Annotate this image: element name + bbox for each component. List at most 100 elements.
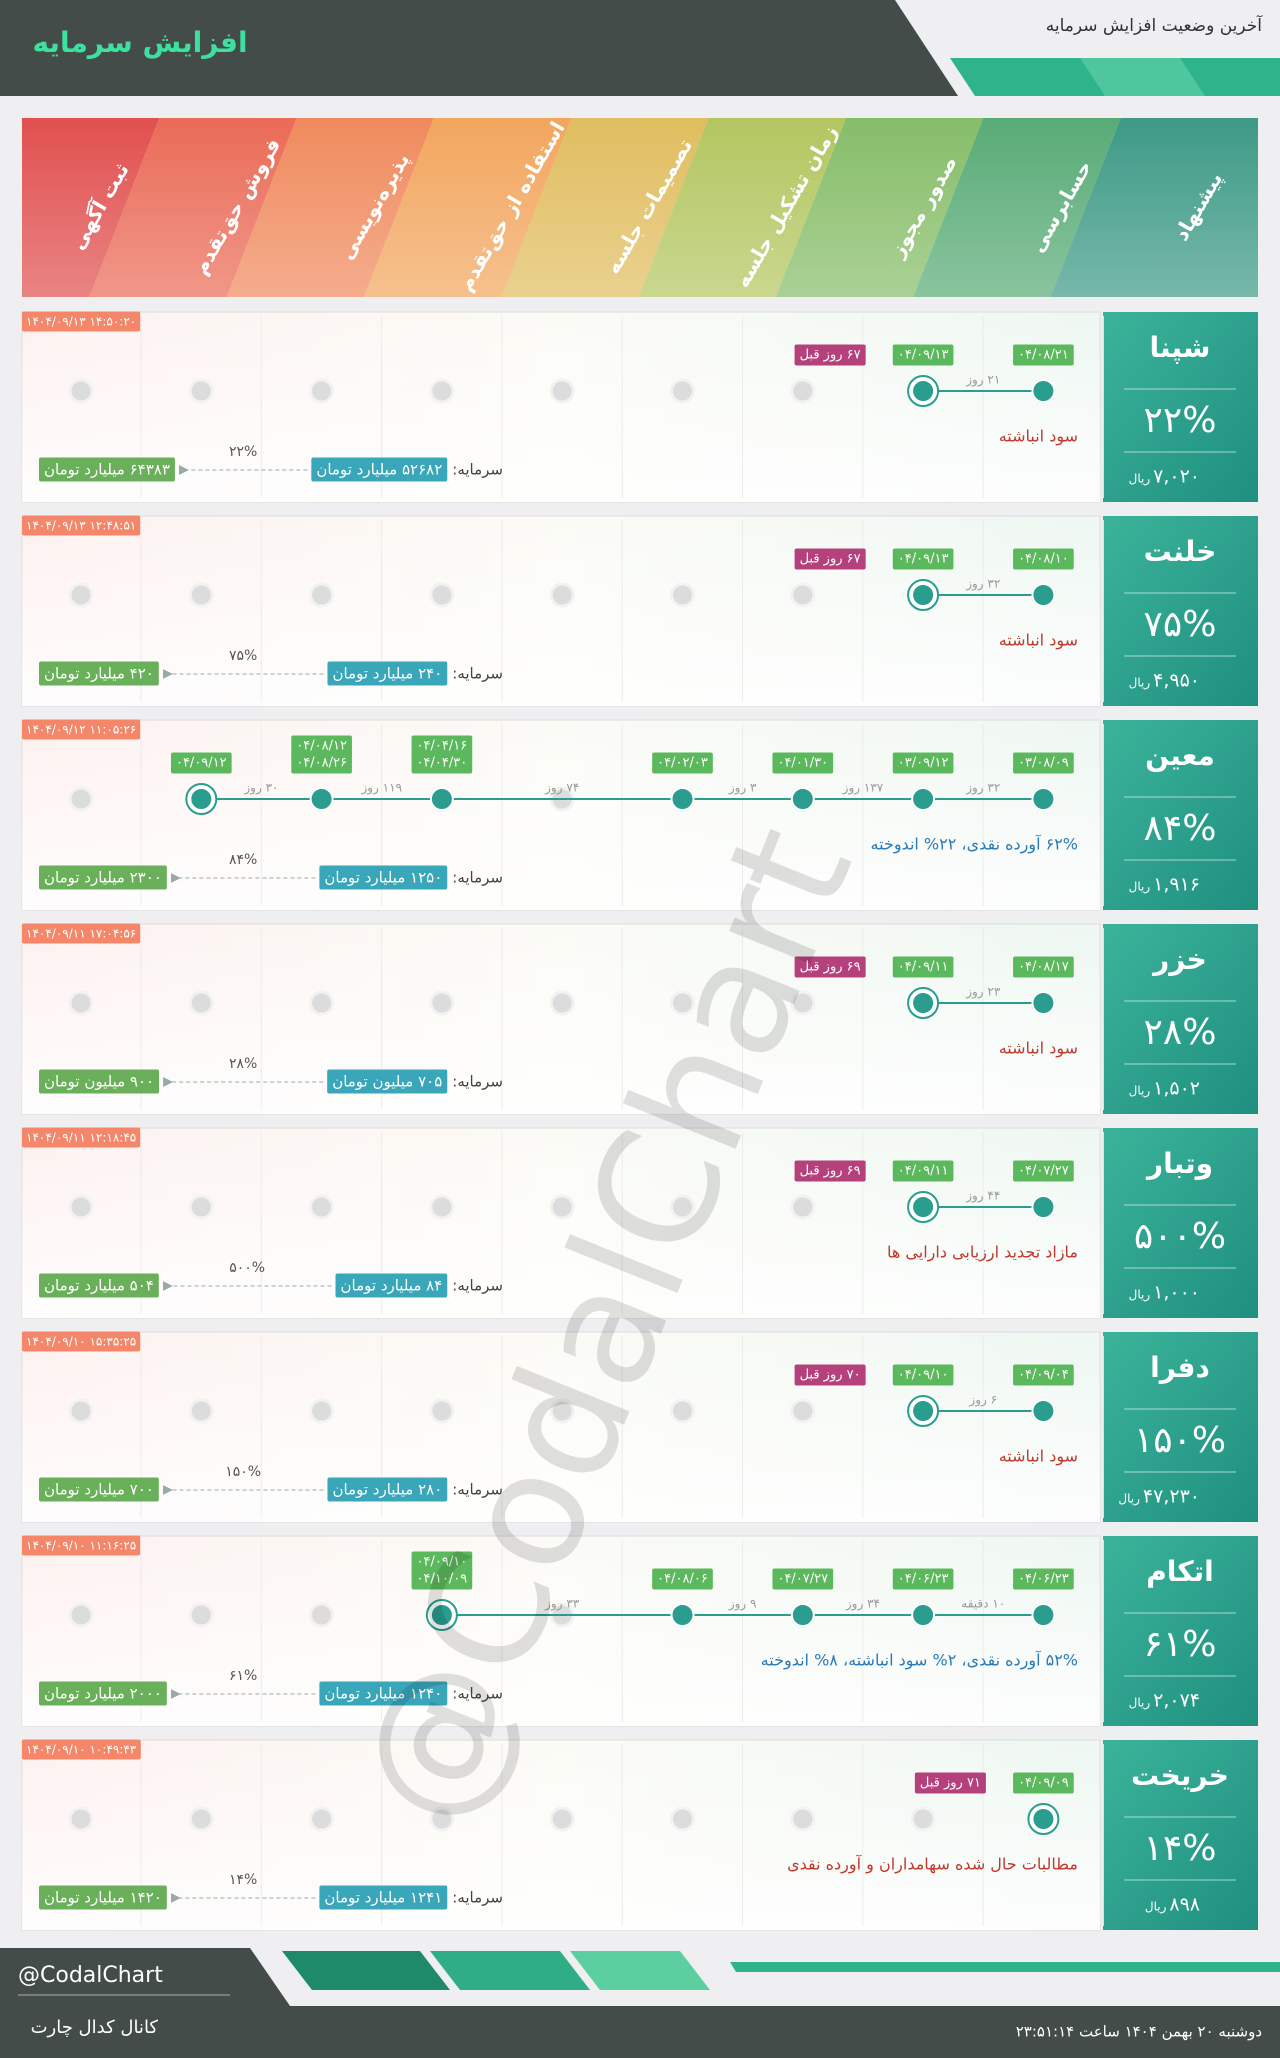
stage-node [1031, 1603, 1056, 1627]
stock-panel [1103, 720, 1258, 910]
stage-dot [670, 1806, 695, 1832]
gap-label: ۹ روز [728, 1597, 757, 1612]
capital-target: ۲۰۰۰ میلیارد تومان [44, 1685, 162, 1703]
stage-dot [309, 990, 335, 1016]
stage-date: ۰۴/۰۲/۰۳ [657, 756, 708, 771]
stage-dot [790, 1806, 816, 1832]
stage-dot [549, 1194, 575, 1220]
stage-node [1031, 787, 1056, 811]
stage-date: ۰۴/۰۹/۰۴ [1018, 1368, 1069, 1383]
label-box [327, 661, 448, 686]
label-box [22, 719, 141, 740]
stock-panel [1103, 312, 1258, 502]
stage-shade [226, 118, 434, 297]
gap-label: ۷۴ روز [544, 781, 579, 796]
label-box [772, 752, 834, 774]
label-box [794, 548, 866, 570]
stage-node [911, 1195, 936, 1219]
stage-date: ۰۴/۰۸/۱۰ [1018, 552, 1069, 567]
days-ago: ۷۰ روز قبل [800, 1368, 861, 1383]
capital-label: سرمایه: [452, 1073, 503, 1091]
label-box [170, 752, 232, 774]
stage-node [790, 787, 815, 811]
label-box [327, 1069, 448, 1094]
funding-note: ۶۲% آورده نقدی، ۲۲% اندوخته [871, 835, 1078, 855]
stage-dot [429, 990, 455, 1016]
stage-dot [68, 1602, 94, 1628]
label-box [914, 1772, 986, 1794]
footer-stripe [730, 1962, 1280, 1972]
label-box [1013, 1568, 1074, 1590]
price-currency: ریال [1129, 472, 1151, 487]
label-box [794, 344, 866, 366]
label-box [1013, 548, 1074, 570]
capital-label: سرمایه: [452, 1685, 503, 1703]
label-box [652, 1568, 713, 1590]
label-box [335, 1273, 448, 1298]
funding-note: سود انباشته [999, 1039, 1078, 1059]
stage-dot [790, 990, 816, 1016]
stage-date: ۰۴/۱۰/۰۹ [417, 1572, 468, 1587]
gap-label: ۲۱ روز [965, 373, 1000, 388]
funding-note: مطالبات حال شده سهامداران و آورده نقدی [787, 1855, 1078, 1875]
stock-name: خلنت [1144, 535, 1217, 568]
increase-percent: ۱۴% [229, 1872, 257, 1888]
stage-date: ۰۴/۰۸/۰۶ [657, 1572, 708, 1587]
gap-label: ۳۴ روز [845, 1597, 880, 1612]
company-row: ۱۴۰۴/۰۹/۱۱ ۱۲:۱۸:۴۵ ۰۴/۰۹/۱۱ ۰۴/۰۷/۲۷ ۴۴ رو… [21, 1127, 1258, 1319]
footer-stripe [430, 1951, 590, 1990]
stage-node [911, 787, 936, 811]
label-box [1013, 752, 1074, 774]
stage-dot [68, 786, 94, 812]
price-currency: ریال [1129, 676, 1151, 691]
label-box [319, 865, 448, 890]
stock-name: دفرا [1150, 1351, 1210, 1384]
timestamp: ۱۴۰۴/۰۹/۱۰ ۱۵:۳۵:۲۵ [26, 1335, 136, 1349]
capital-current: ۱۲۴۰ میلیارد تومان [324, 1685, 442, 1703]
stock-percent: ۲۸% [1144, 1012, 1217, 1053]
stage-dot [68, 1806, 94, 1832]
stock-percent: ۲۲% [1144, 400, 1217, 441]
header-dark [0, 0, 958, 96]
stock-percent: ۵۰۰% [1134, 1216, 1226, 1257]
stage-dot [309, 1398, 335, 1424]
stage-node [1031, 1195, 1056, 1219]
stock-name: شپنا [1150, 331, 1211, 364]
stage-dot [309, 1602, 335, 1628]
stock-panel [1103, 1128, 1258, 1318]
stage-date: ۰۳/۰۹/۱۲ [898, 756, 949, 771]
stage-date: ۰۴/۰۸/۲۱ [1018, 348, 1069, 363]
gap-label: ۶ روز [968, 1393, 997, 1408]
stage-date: ۰۴/۰۱/۳۰ [777, 756, 828, 771]
stage-dot [309, 1194, 335, 1220]
label-box [892, 1160, 954, 1182]
footer-stripe [570, 1951, 710, 1990]
capital-target: ۱۴۲۰ میلیارد تومان [44, 1889, 162, 1907]
card-fade [22, 924, 1100, 1114]
stage-node [1031, 991, 1056, 1015]
gap-label: ۳۳ روز [544, 1597, 580, 1612]
stage-dot [68, 1398, 94, 1424]
capital-label: سرمایه: [452, 1889, 503, 1907]
capital-target: ۶۴۳۸۳ میلیارد تومان [44, 461, 170, 479]
stage-dot [429, 1194, 455, 1220]
stage-dot [309, 1806, 335, 1832]
stage-dot [670, 378, 695, 404]
label-box [411, 735, 473, 757]
label-box [1013, 344, 1074, 366]
stock-panel [1103, 924, 1258, 1114]
label-box [319, 1885, 448, 1910]
company-row: ۱۴۰۴/۰۹/۱۳ ۱۲:۴۸:۵۱ ۰۴/۰۹/۱۳ ۰۴/۰۸/۱۰ ۳۲ رو… [21, 515, 1258, 707]
stage-dot [790, 378, 816, 404]
gap-label: ۳ روز [728, 781, 757, 796]
capital-current: ۱۲۵۰ میلیارد تومان [324, 869, 442, 887]
capital-current: ۱۲۴۱ میلیارد تومان [324, 1889, 442, 1907]
capital-target: ۵۰۴ میلیارد تومان [44, 1277, 154, 1295]
card-fade [22, 1740, 1100, 1930]
price-currency: ریال [1145, 1900, 1167, 1915]
capital-label: سرمایه: [452, 665, 503, 683]
stage-dot [188, 1602, 214, 1628]
timestamp: ۱۴۰۴/۰۹/۱۱ ۱۷:۰۴:۵۶ [26, 927, 136, 941]
label-box [22, 1331, 141, 1352]
label-box [291, 752, 352, 774]
